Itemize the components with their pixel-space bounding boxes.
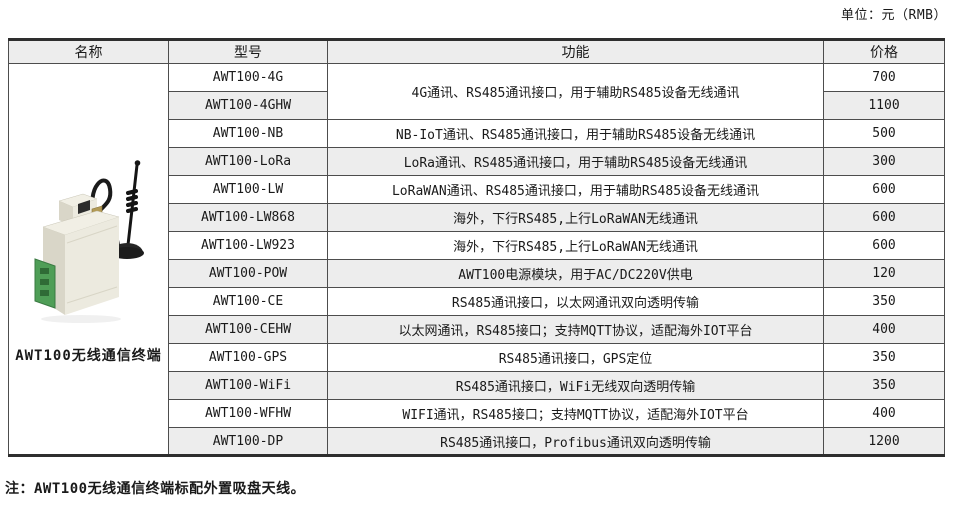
function-cell: AWT100电源模块，用于AC/DC220V供电: [327, 259, 824, 288]
price-table: 名称 型号 功能 价格: [8, 38, 945, 457]
col-header-name: 名称: [8, 39, 169, 64]
table-body: AWT100无线通信终端 AWT100-4G 4G通讯、RS485通讯接口，用于辅…: [8, 63, 945, 456]
model-cell: AWT100-WiFi: [168, 371, 328, 400]
price-cell: 400: [823, 399, 945, 428]
price-cell: 500: [823, 119, 945, 148]
model-cell: AWT100-4G: [168, 63, 328, 92]
table-row: AWT100-CEHW 以太网通讯，RS485接口；支持MQTT协议，适配海外IO…: [9, 315, 945, 344]
table-row: AWT100-POW AWT100电源模块，用于AC/DC220V供电 120: [9, 259, 945, 288]
function-cell: LoRaWAN通讯、RS485通讯接口，用于辅助RS485设备无线通讯: [327, 175, 824, 204]
table-row: AWT100-CE RS485通讯接口，以太网通讯双向透明传输 350: [9, 287, 945, 316]
unit-label: 单位：元（RMB）: [841, 8, 947, 23]
price-cell: 1200: [823, 427, 945, 456]
table-row: AWT100-LW LoRaWAN通讯、RS485通讯接口，用于辅助RS485设备…: [9, 175, 945, 204]
price-cell: 350: [823, 371, 945, 400]
price-cell: 600: [823, 175, 945, 204]
model-cell: AWT100-LW: [168, 175, 328, 204]
function-cell: NB-IoT通讯、RS485通讯接口，用于辅助RS485设备无线通讯: [327, 119, 824, 148]
product-cell: AWT100无线通信终端: [13, 153, 164, 365]
model-cell: AWT100-LW868: [168, 203, 328, 232]
footnote: 注：AWT100无线通信终端标配外置吸盘天线。: [5, 481, 306, 497]
model-cell: AWT100-LW923: [168, 231, 328, 260]
product-cell-td: AWT100无线通信终端: [8, 63, 169, 456]
function-cell: RS485通讯接口，Profibus通讯双向透明传输: [327, 427, 824, 456]
price-cell: 1100: [823, 91, 945, 120]
model-cell: AWT100-WFHW: [168, 399, 328, 428]
model-cell: AWT100-NB: [168, 119, 328, 148]
price-cell: 350: [823, 343, 945, 372]
table-row: AWT100无线通信终端 AWT100-4G 4G通讯、RS485通讯接口，用于辅…: [8, 63, 945, 456]
price-cell: 120: [823, 259, 945, 288]
function-cell: 海外，下行RS485,上行LoRaWAN无线通讯: [327, 203, 824, 232]
function-cell: RS485通讯接口，以太网通讯双向透明传输: [327, 287, 824, 316]
col-header-price: 价格: [823, 39, 945, 64]
model-cell: AWT100-4GHW: [168, 91, 328, 120]
price-cell: 700: [823, 63, 945, 92]
function-cell: LoRa通讯、RS485通讯接口，用于辅助RS485设备无线通讯: [327, 147, 824, 176]
table-row: AWT100-NB NB-IoT通讯、RS485通讯接口，用于辅助RS485设备无…: [9, 119, 945, 148]
function-cell: 以太网通讯，RS485接口；支持MQTT协议，适配海外IOT平台: [327, 315, 824, 344]
col-header-function: 功能: [327, 39, 824, 64]
price-cell: 350: [823, 287, 945, 316]
table-row: AWT100-GPS RS485通讯接口，GPS定位 350: [9, 343, 945, 372]
function-cell: RS485通讯接口，GPS定位: [327, 343, 824, 372]
table-row: AWT100-DP RS485通讯接口，Profibus通讯双向透明传输 1200: [9, 427, 945, 456]
price-cell: 300: [823, 147, 945, 176]
model-cell: AWT100-GPS: [168, 343, 328, 372]
table-row: AWT100-LoRa LoRa通讯、RS485通讯接口，用于辅助RS485设备无…: [9, 147, 945, 176]
price-cell: 400: [823, 315, 945, 344]
model-cell: AWT100-POW: [168, 259, 328, 288]
product-name: AWT100无线通信终端: [15, 348, 162, 364]
table-header: 名称 型号 功能 价格: [8, 39, 945, 64]
table-row: AWT100-LW923 海外，下行RS485,上行LoRaWAN无线通讯 600: [9, 231, 945, 260]
function-cell: 4G通讯、RS485通讯接口，用于辅助RS485设备无线通讯: [327, 63, 824, 120]
function-cell: RS485通讯接口，WiFi无线双向透明传输: [327, 371, 824, 400]
col-header-model: 型号: [168, 39, 328, 64]
function-cell: 海外，下行RS485,上行LoRaWAN无线通讯: [327, 231, 824, 260]
model-cell: AWT100-LoRa: [168, 147, 328, 176]
model-cell: AWT100-CE: [168, 287, 328, 316]
product-photo: [34, 160, 144, 323]
model-cell: AWT100-DP: [168, 427, 328, 456]
header-row: 名称 型号 功能 价格: [8, 39, 945, 64]
price-cell: 600: [823, 203, 945, 232]
function-cell: WIFI通讯，RS485接口；支持MQTT协议，适配海外IOT平台: [327, 399, 824, 428]
table-row: AWT100-WiFi RS485通讯接口，WiFi无线双向透明传输 350: [9, 371, 945, 400]
model-cell: AWT100-CEHW: [168, 315, 328, 344]
price-cell: 600: [823, 231, 945, 260]
table-row: AWT100-4GHW 1100: [9, 91, 945, 120]
